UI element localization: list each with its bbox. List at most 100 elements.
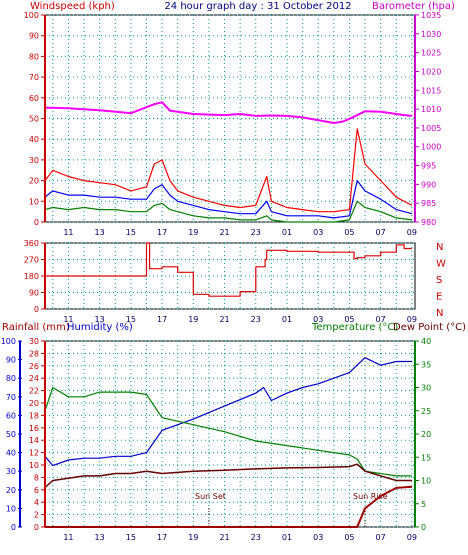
wind-x-tick-label: 13 [95, 228, 105, 237]
wind-tick-label: 30 [29, 156, 39, 165]
baro-tick-label: 1000 [421, 143, 441, 152]
rain-tick-label: 14 [29, 436, 39, 445]
wind-x-tick-label: 01 [282, 228, 292, 237]
wind-tick-label: 0 [34, 218, 39, 227]
compass-label: S [436, 275, 442, 286]
humidity-series [44, 357, 412, 467]
direction-tick-label: 180 [24, 272, 39, 281]
direction-x-tick-label: 05 [344, 315, 354, 324]
rain-tick-label: 0 [34, 523, 39, 532]
humidity-tick-label: 90 [6, 356, 16, 365]
humidity-tick-label: 20 [6, 486, 16, 495]
direction-x-tick-label: 21 [219, 315, 229, 324]
rain-tick-label: 26 [29, 362, 39, 371]
humidity-tick-label: 40 [6, 449, 16, 458]
humidity-tick-label: 70 [6, 393, 16, 402]
temperature-x-tick-label: 05 [344, 533, 354, 542]
direction-x-tick-label: 17 [157, 315, 167, 324]
humidity-tick-label: 100 [1, 337, 16, 346]
wind-tick-label: 80 [29, 52, 39, 61]
axes-layer: 0102030405060708090100980985990995100010… [1, 11, 446, 542]
temperature-x-tick-label: 19 [188, 533, 198, 542]
direction-tick-label: 270 [24, 256, 39, 265]
temperature-tick-label: 35 [421, 360, 431, 369]
temperature-x-tick-label: 23 [251, 533, 261, 542]
wind-x-tick-label: 17 [157, 228, 167, 237]
baro-tick-label: 1005 [421, 124, 441, 133]
rain-tick-label: 18 [29, 411, 39, 420]
rain-tick-label: 8 [34, 473, 39, 482]
temperature-tick-label: 5 [421, 500, 426, 509]
direction-x-tick-label: 09 [407, 315, 417, 324]
wind-x-tick-label: 03 [313, 228, 323, 237]
wind-tick-label: 60 [29, 94, 39, 103]
humidity-tick-label: 10 [6, 504, 16, 513]
baro-tick-label: 1030 [421, 30, 441, 39]
grid-layer [44, 14, 416, 528]
direction-x-tick-label: 13 [95, 315, 105, 324]
rain-tick-label: 24 [29, 374, 39, 383]
baro-tick-label: 1020 [421, 67, 441, 76]
temperature-tick-label: 40 [421, 337, 431, 346]
temperature-x-tick-label: 09 [407, 533, 417, 542]
temperature-x-tick-label: 15 [126, 533, 136, 542]
temperature-x-tick-label: 11 [63, 533, 73, 542]
temperature-x-tick-label: 21 [219, 533, 229, 542]
barometer-axis-label: Barometer (hpa) [372, 1, 455, 12]
baro-tick-label: 995 [421, 162, 436, 171]
baro-tick-label: 1015 [421, 86, 441, 95]
humidity-axis-label: Humidity (%) [67, 322, 133, 333]
direction-x-tick-label: 11 [63, 315, 73, 324]
temperature-x-tick-label: 01 [282, 533, 292, 542]
wind-x-tick-label: 07 [376, 228, 386, 237]
rain-tick-label: 12 [29, 449, 39, 458]
rain-tick-label: 28 [29, 349, 39, 358]
baro-tick-label: 980 [421, 218, 436, 227]
temperature-tick-label: 25 [421, 407, 431, 416]
temperature-x-tick-label: 07 [376, 533, 386, 542]
direction-x-tick-label: 07 [376, 315, 386, 324]
windspeed-axis-label: Windspeed (kph) [30, 1, 115, 12]
wind-tick-label: 70 [29, 73, 39, 82]
wind-x-tick-label: 23 [251, 228, 261, 237]
direction-tick-label: 90 [29, 289, 39, 298]
wind-direction-series [45, 242, 412, 297]
humidity-tick-label: 60 [6, 411, 16, 420]
sunrise-annotation: Sun Rise [353, 492, 388, 501]
wind-tick-label: 100 [24, 11, 39, 20]
temperature-x-tick-label: 17 [157, 533, 167, 542]
compass-label: W [436, 259, 446, 270]
direction-x-tick-label: 01 [282, 315, 292, 324]
wind-tick-label: 20 [29, 177, 39, 186]
baro-tick-label: 1035 [421, 11, 441, 20]
baro-tick-label: 985 [421, 199, 436, 208]
dew-point-series [44, 463, 412, 489]
wind-x-tick-label: 09 [407, 228, 417, 237]
rain-tick-label: 2 [34, 511, 39, 520]
temperature-tick-label: 0 [421, 523, 426, 532]
wind-x-tick-label: 11 [63, 228, 73, 237]
compass-label: N [436, 308, 443, 319]
rainfall-series [45, 485, 412, 528]
temperature-x-tick-label: 03 [313, 533, 323, 542]
temperature-tick-label: 10 [421, 477, 431, 486]
sunset-annotation: Sun Set [195, 492, 226, 501]
humidity-tick-label: 0 [11, 523, 16, 532]
rain-tick-label: 10 [29, 461, 39, 470]
rain-tick-label: 6 [34, 486, 39, 495]
direction-tick-label: 0 [34, 305, 39, 314]
wind-x-tick-label: 15 [126, 228, 136, 237]
baro-tick-label: 1010 [421, 105, 441, 114]
humidity-tick-label: 80 [6, 374, 16, 383]
direction-tick-label: 360 [24, 239, 39, 248]
barometer-series [44, 101, 413, 124]
wind-tick-label: 10 [29, 197, 39, 206]
dew-point-axis-label: Dew Point (°C) [393, 322, 466, 333]
temperature-tick-label: 15 [421, 453, 431, 462]
wind-average-series [44, 180, 413, 219]
rain-tick-label: 30 [29, 337, 39, 346]
wind-x-tick-label: 19 [188, 228, 198, 237]
direction-x-tick-label: 03 [313, 315, 323, 324]
